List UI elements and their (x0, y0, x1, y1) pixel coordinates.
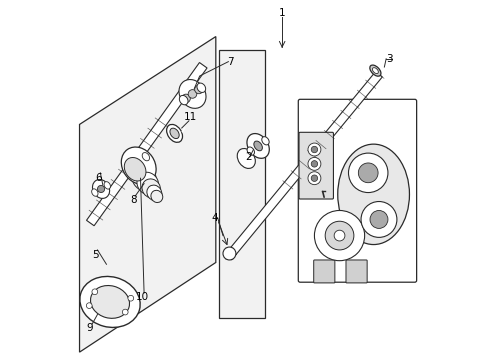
Circle shape (128, 295, 133, 301)
FancyBboxPatch shape (313, 260, 334, 283)
Ellipse shape (124, 158, 145, 181)
Ellipse shape (92, 180, 109, 198)
Ellipse shape (142, 179, 160, 198)
Circle shape (92, 289, 98, 294)
Ellipse shape (121, 147, 156, 184)
Circle shape (307, 143, 320, 156)
Text: 1: 1 (278, 8, 285, 18)
Ellipse shape (246, 147, 254, 155)
Circle shape (314, 211, 364, 261)
Text: 10: 10 (136, 292, 148, 302)
Circle shape (182, 94, 190, 103)
Polygon shape (80, 37, 215, 352)
Text: 7: 7 (226, 57, 233, 67)
Text: 4: 4 (211, 213, 218, 222)
Circle shape (122, 309, 128, 315)
Circle shape (325, 221, 353, 250)
Text: 9: 9 (86, 323, 93, 333)
Ellipse shape (369, 65, 380, 76)
Text: 8: 8 (130, 195, 136, 205)
Circle shape (310, 175, 317, 181)
FancyBboxPatch shape (298, 99, 416, 282)
Circle shape (97, 185, 104, 193)
FancyBboxPatch shape (298, 132, 333, 199)
Ellipse shape (337, 144, 408, 244)
Circle shape (348, 153, 387, 193)
Ellipse shape (253, 141, 262, 151)
Circle shape (307, 172, 320, 185)
Text: 5: 5 (92, 249, 99, 260)
Ellipse shape (142, 153, 149, 161)
Text: 11: 11 (183, 112, 197, 122)
Circle shape (223, 247, 235, 260)
Ellipse shape (137, 172, 158, 195)
Circle shape (310, 146, 317, 153)
Circle shape (310, 161, 317, 167)
Ellipse shape (132, 165, 156, 191)
Ellipse shape (80, 276, 140, 328)
Ellipse shape (237, 149, 255, 168)
Text: 6: 6 (95, 173, 102, 183)
Circle shape (307, 157, 320, 170)
Ellipse shape (179, 95, 187, 105)
Ellipse shape (372, 68, 378, 73)
Ellipse shape (170, 128, 179, 139)
Ellipse shape (146, 185, 162, 201)
Bar (218, 50, 265, 318)
Ellipse shape (91, 189, 98, 196)
Circle shape (358, 163, 377, 183)
Ellipse shape (104, 182, 110, 189)
Ellipse shape (246, 134, 269, 158)
Circle shape (360, 202, 396, 237)
Ellipse shape (197, 83, 205, 93)
Ellipse shape (151, 190, 163, 203)
Circle shape (188, 90, 196, 98)
Polygon shape (86, 63, 206, 226)
Polygon shape (224, 72, 382, 260)
Ellipse shape (261, 137, 268, 145)
FancyBboxPatch shape (346, 260, 366, 283)
Ellipse shape (166, 125, 182, 142)
Circle shape (369, 211, 387, 228)
Ellipse shape (179, 80, 205, 108)
Circle shape (86, 303, 92, 309)
Circle shape (333, 230, 344, 241)
Text: 3: 3 (386, 54, 392, 64)
Text: 2: 2 (245, 152, 252, 162)
Ellipse shape (90, 285, 129, 318)
Circle shape (194, 85, 203, 94)
